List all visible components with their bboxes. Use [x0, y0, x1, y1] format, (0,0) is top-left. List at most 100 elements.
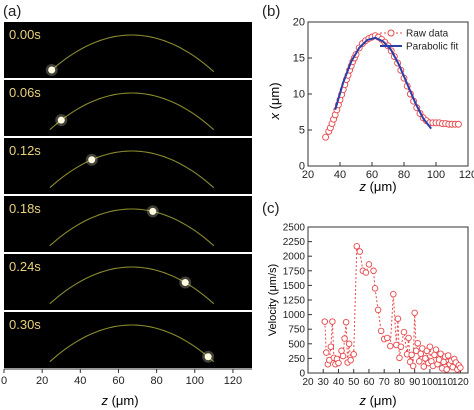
- panel-b-y-var: x: [267, 113, 282, 121]
- data-point: [353, 243, 361, 250]
- x-tick-label: 70: [379, 377, 391, 388]
- data-point: [356, 248, 364, 255]
- image-frame: [4, 254, 252, 310]
- data-point: [370, 267, 377, 275]
- panel-c-x-var: z: [358, 393, 366, 408]
- data-point: [409, 362, 417, 370]
- x-tick-label: 110: [437, 377, 453, 388]
- timestamp-label: 0.00s: [9, 27, 41, 42]
- data-point: [350, 351, 357, 358]
- particle: [149, 207, 157, 215]
- data-point: [345, 340, 353, 348]
- particle: [48, 66, 56, 74]
- data-point: [371, 285, 379, 292]
- y-tick-label: 5: [299, 125, 305, 137]
- y-tick-label: 1250: [283, 296, 306, 307]
- panel-c-x-axis-label: z (μm): [358, 393, 396, 408]
- plot-frame: [307, 226, 469, 374]
- data-point: [377, 327, 385, 335]
- data-point: [408, 351, 415, 359]
- data-point: [440, 358, 447, 366]
- panel-b: (b) 20 40 60 80 100 120 0 5 10 15 20 Raw data Parabo…: [262, 3, 474, 194]
- trajectory-curve: [49, 92, 215, 131]
- y-tick-label: 750: [288, 325, 305, 336]
- x-tick-label: 60: [366, 169, 378, 181]
- timestamp-label: 0.30s: [9, 317, 41, 332]
- data-point: [339, 352, 347, 360]
- panel-b-label: (b): [262, 3, 280, 20]
- data-point: [444, 352, 452, 359]
- panel-a-label: (a): [3, 3, 21, 20]
- x-tick-label: 0: [1, 375, 7, 387]
- x-tick-label: 40: [334, 169, 346, 181]
- y-tick-label: 15: [293, 53, 305, 65]
- legend-label: Raw data: [406, 29, 449, 40]
- data-point: [415, 358, 423, 365]
- data-point: [414, 339, 421, 347]
- timestamp-label: 0.06s: [9, 85, 41, 100]
- panel-b-x-var: z: [358, 179, 366, 194]
- data-point: [443, 366, 450, 373]
- series-line: [334, 36, 432, 130]
- panel-c-x-unit: (μm): [366, 393, 397, 408]
- panel-c-y-axis-label: Velocity (μm/s): [267, 264, 279, 336]
- y-tick-label: 0: [299, 369, 305, 380]
- timestamp-label: 0.12s: [9, 143, 41, 158]
- x-tick-label: 20: [302, 377, 314, 388]
- data-point: [374, 306, 382, 314]
- panel-c-label: (c): [262, 200, 280, 217]
- data-point: [365, 261, 373, 268]
- x-tick-label: 80: [398, 169, 410, 181]
- trajectory-curve: [49, 150, 215, 189]
- x-tick-label: 120: [452, 377, 469, 388]
- data-point: [383, 334, 391, 342]
- panel-b-x-unit: (μm): [366, 179, 397, 194]
- y-tick-label: 1000: [283, 310, 306, 321]
- data-point: [400, 328, 408, 336]
- data-point: [431, 351, 438, 359]
- data-point: [335, 359, 342, 367]
- x-tick-label: 40: [333, 377, 345, 388]
- image-frame: [4, 196, 252, 252]
- data-point: [321, 318, 329, 325]
- image-frame: [4, 138, 252, 194]
- legend-label: Parabolic fit: [406, 42, 458, 53]
- x-tick-label: 30: [318, 377, 330, 388]
- trajectory-curve: [49, 208, 215, 247]
- x-tick-label: 90: [409, 377, 421, 388]
- y-tick-label: 250: [288, 354, 305, 365]
- trajectory-curve: [49, 34, 215, 73]
- x-tick-label: 60: [112, 375, 124, 387]
- data-point: [387, 342, 394, 350]
- data-point: [390, 290, 397, 298]
- timestamp-label: 0.24s: [9, 259, 41, 274]
- y-tick-label: 0: [299, 161, 305, 173]
- panel-a-x-unit: (μm): [108, 393, 139, 408]
- y-tick-label: 20: [293, 17, 305, 29]
- data-point: [412, 347, 420, 355]
- data-point: [338, 347, 345, 355]
- x-tick-label: 60: [363, 377, 375, 388]
- data-point: [417, 350, 425, 357]
- y-tick-label: 1500: [283, 281, 306, 292]
- panel-a-x-axis-label: z (μm): [100, 393, 138, 408]
- data-point: [437, 350, 444, 357]
- panel-b-y-axis-label: x (μm): [267, 82, 282, 120]
- particle: [204, 353, 212, 361]
- panel-b-plot: 20 40 60 80 100 120 0 5 10 15 20 Raw data Parabolic …: [293, 17, 474, 182]
- data-point: [422, 355, 429, 362]
- x-tick-label: 80: [150, 375, 162, 387]
- data-point: [322, 133, 330, 141]
- data-point: [405, 334, 412, 342]
- data-point: [397, 343, 405, 350]
- data-point: [396, 354, 403, 362]
- data-point: [329, 318, 336, 325]
- particle: [88, 156, 96, 164]
- panel-a-x-axis: 0 20 40 60 80 100 120: [1, 368, 252, 387]
- x-tick-label: 120: [224, 375, 242, 387]
- frame-stack: 0.00s 0.06s 0.12s 0.18s 0.24s 0.30s: [4, 22, 252, 368]
- data-point: [342, 318, 350, 326]
- particle: [181, 279, 189, 287]
